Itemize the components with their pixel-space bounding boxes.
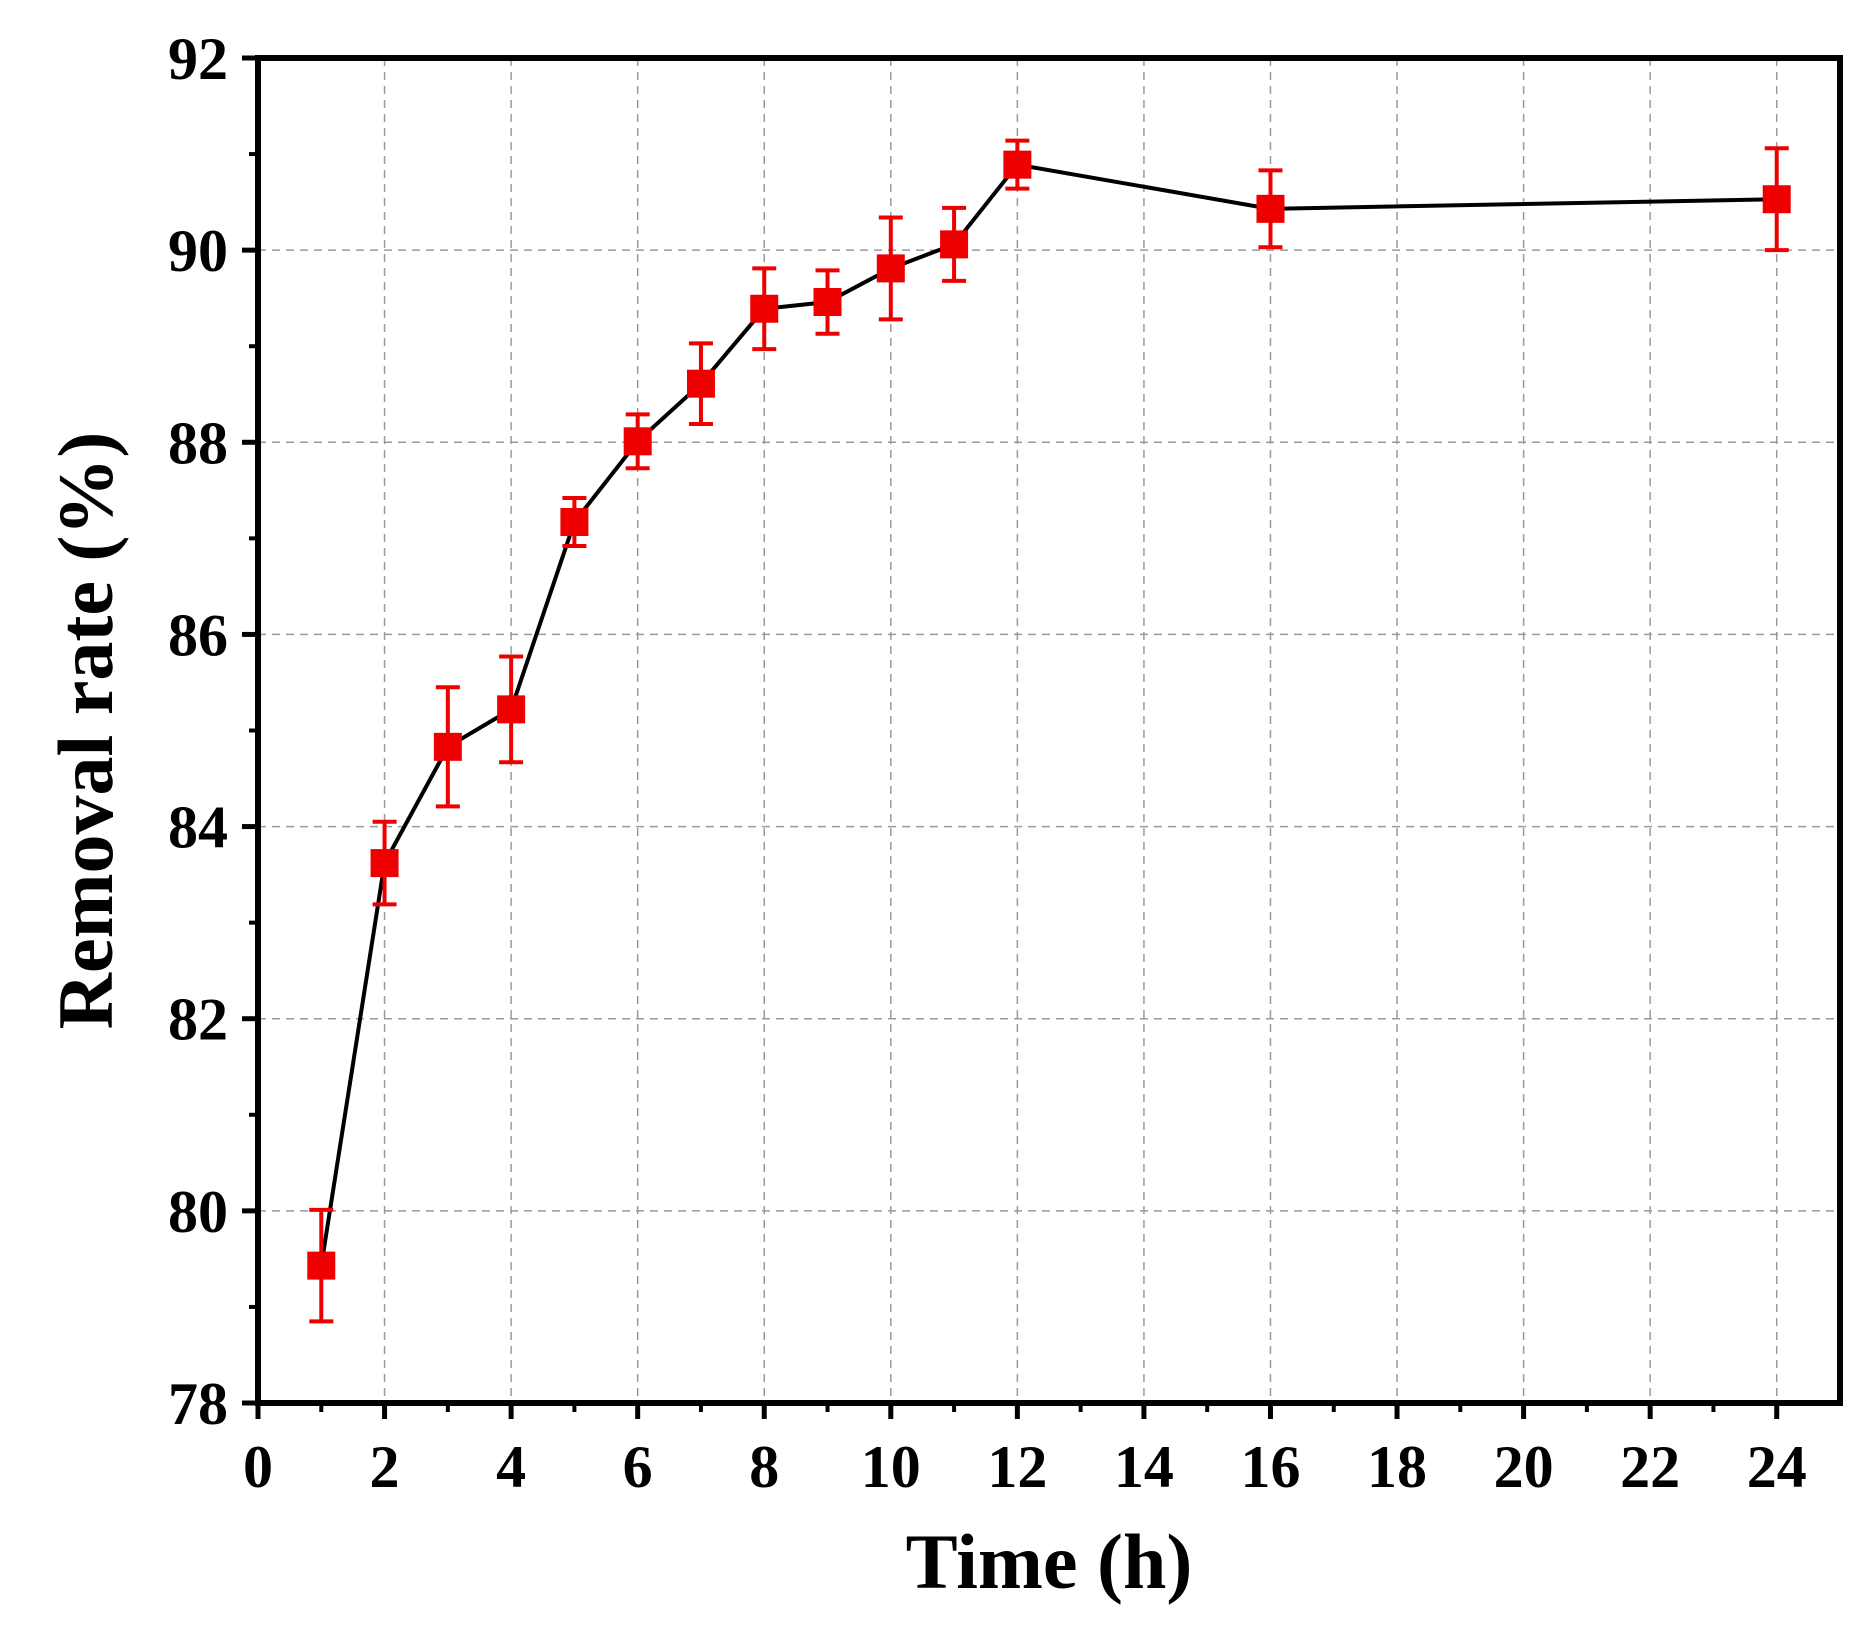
data-point	[1762, 185, 1791, 214]
y-tick-label: 80	[168, 1179, 228, 1245]
data-point	[497, 695, 526, 724]
x-tick-label: 14	[1114, 1434, 1174, 1500]
y-tick-label: 92	[168, 26, 228, 92]
y-tick-label: 84	[168, 795, 228, 861]
grid	[258, 58, 1840, 1403]
x-tick-label: 0	[243, 1434, 273, 1500]
x-tick-label: 10	[861, 1434, 921, 1500]
data-point	[686, 369, 715, 398]
y-tick-label: 88	[168, 410, 228, 476]
data-point	[1256, 194, 1285, 223]
x-axis-title: Time (h)	[906, 1518, 1193, 1605]
data-point	[560, 508, 589, 537]
x-tick-label: 4	[496, 1434, 526, 1500]
x-tick-label: 18	[1367, 1434, 1427, 1500]
y-tick-label: 78	[168, 1371, 228, 1437]
y-tick-label: 86	[168, 602, 228, 668]
data-point	[940, 230, 969, 259]
x-tick-label: 6	[623, 1434, 653, 1500]
data-point	[623, 427, 652, 456]
x-tick-label: 20	[1494, 1434, 1554, 1500]
x-tick-label: 22	[1620, 1434, 1680, 1500]
ticks	[242, 55, 1780, 1419]
x-tick-label: 2	[370, 1434, 400, 1500]
x-tick-label: 16	[1240, 1434, 1300, 1500]
x-tick-label: 12	[987, 1434, 1047, 1500]
data-point	[813, 288, 842, 317]
data-point	[1003, 150, 1032, 179]
series-line	[319, 162, 1777, 1266]
x-tick-label: 8	[749, 1434, 779, 1500]
data-point	[876, 254, 905, 283]
plot-frame	[255, 55, 1843, 1406]
data-point	[307, 1251, 336, 1280]
series-group	[307, 138, 1791, 1324]
y-tick-label: 82	[168, 987, 228, 1053]
x-tick-label: 24	[1747, 1434, 1807, 1500]
y-tick-label: 90	[168, 218, 228, 284]
data-point	[433, 732, 462, 761]
data-point	[370, 849, 399, 878]
data-point	[750, 294, 779, 323]
y-axis-title: Removal rate (%)	[42, 432, 129, 1030]
